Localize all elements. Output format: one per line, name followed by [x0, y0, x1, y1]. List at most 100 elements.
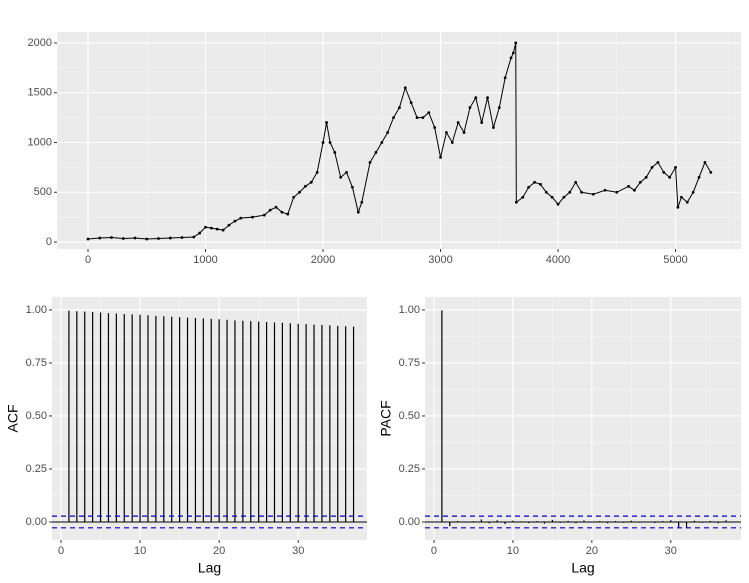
point: [321, 141, 325, 144]
point: [680, 195, 683, 199]
y-tick-label: 0.25: [26, 463, 47, 475]
point: [351, 185, 354, 189]
point: [676, 205, 680, 209]
point: [433, 126, 437, 129]
point: [168, 236, 172, 240]
x-tick-label: 0: [431, 545, 437, 557]
x-axis-title: Lag: [198, 560, 221, 576]
x-tick-label: 1000: [193, 254, 217, 266]
point: [233, 219, 237, 223]
point: [468, 106, 472, 110]
point: [650, 165, 654, 169]
point: [421, 116, 425, 120]
y-tick-label: 2000: [28, 37, 52, 49]
point: [633, 188, 636, 192]
point: [450, 141, 454, 144]
point: [562, 195, 566, 199]
point: [315, 170, 319, 174]
y-tick-label: 0.50: [399, 410, 420, 422]
point: [98, 236, 102, 240]
point: [325, 121, 328, 124]
x-tick-label: 10: [507, 545, 519, 557]
point: [221, 228, 225, 232]
point: [427, 111, 431, 115]
point: [215, 227, 219, 231]
point: [368, 160, 372, 164]
point: [180, 236, 184, 239]
point: [415, 116, 419, 120]
y-axis-title: ACF: [5, 405, 21, 433]
point: [227, 223, 231, 227]
x-tick-label: 3000: [428, 254, 452, 266]
point: [210, 226, 213, 230]
point: [668, 175, 672, 179]
x-axis-title: Lag: [571, 560, 594, 576]
point: [691, 190, 695, 194]
x-tick-label: 5000: [663, 254, 687, 266]
point: [192, 235, 196, 239]
point: [392, 116, 395, 120]
point: [527, 185, 531, 189]
point: [514, 200, 518, 204]
x-tick-label: 20: [213, 545, 225, 557]
y-tick-label: 0.00: [399, 516, 420, 528]
point: [86, 237, 90, 241]
x-tick-label: 0: [58, 545, 64, 557]
point: [603, 188, 607, 192]
y-tick-label: 1.00: [26, 304, 47, 316]
point: [574, 180, 578, 184]
point: [403, 86, 407, 90]
point: [374, 151, 378, 154]
y-tick-label: 500: [34, 186, 52, 198]
point: [280, 210, 284, 214]
panel: [425, 297, 741, 540]
point: [268, 208, 272, 212]
point: [198, 231, 202, 235]
point: [497, 106, 501, 110]
point: [615, 190, 619, 194]
point: [262, 213, 266, 217]
point: [133, 236, 137, 240]
point: [110, 236, 113, 239]
point: [539, 182, 542, 186]
point: [509, 56, 513, 60]
x-tick-label: 30: [665, 545, 677, 557]
y-axis-title: PACF: [378, 400, 394, 436]
point: [309, 180, 313, 184]
point: [503, 76, 507, 80]
point: [204, 225, 207, 229]
point: [591, 192, 595, 196]
y-tick-label: 0.25: [399, 463, 420, 475]
point: [409, 101, 413, 105]
y-tick-label: 0: [46, 236, 52, 248]
point: [286, 212, 290, 216]
point: [521, 195, 525, 199]
point: [556, 202, 560, 206]
point: [533, 180, 536, 184]
panel: [52, 297, 367, 540]
point: [709, 170, 713, 174]
point: [480, 121, 484, 124]
point: [157, 237, 160, 240]
panel: [57, 32, 741, 249]
point: [638, 180, 642, 184]
point: [662, 170, 666, 174]
point: [627, 184, 630, 188]
point: [304, 184, 307, 188]
y-tick-label: 1500: [28, 87, 52, 99]
point: [339, 175, 343, 179]
point: [492, 126, 495, 129]
point: [121, 237, 125, 240]
y-tick-label: 0.75: [26, 357, 47, 369]
point: [580, 190, 583, 194]
point: [511, 51, 515, 55]
point: [656, 160, 660, 164]
point: [568, 190, 572, 194]
point: [298, 190, 301, 194]
point: [644, 175, 648, 179]
y-tick-label: 0.50: [26, 410, 47, 422]
point: [360, 200, 364, 204]
x-tick-label: 4000: [546, 254, 570, 266]
x-tick-label: 30: [292, 545, 304, 557]
